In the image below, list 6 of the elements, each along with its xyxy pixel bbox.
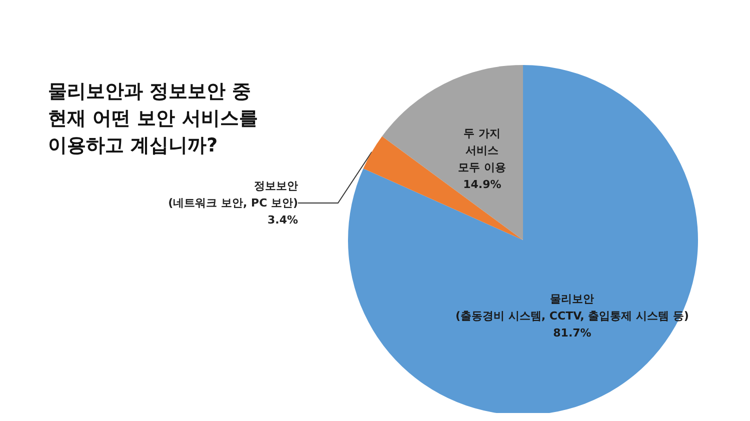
data-label: 14.9% [463,178,502,192]
text: 물리보안과 정보보안 중 현재 어떤 보안 서비스를 이용하고 계십니까? [48,80,258,156]
data-label: 81.7% [553,326,592,340]
slice-label: 두 가지 서비스 모두 이용 [458,127,506,174]
data-label: 3.4% [267,214,298,226]
slice-label: 정보보안 (네트워크 보안, PC 보안) [168,180,298,210]
